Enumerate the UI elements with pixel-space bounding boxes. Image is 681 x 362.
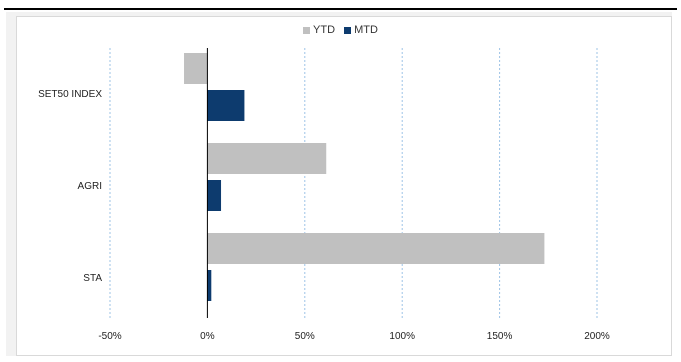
bar-mtd-agri xyxy=(207,180,222,211)
bar-mtd-sta xyxy=(207,270,212,301)
legend-label-mtd: MTD xyxy=(354,24,378,36)
bar-ytd-sta xyxy=(207,233,545,264)
category-label: AGRI xyxy=(77,181,102,192)
x-tick-label: 150% xyxy=(486,331,513,342)
x-tick-label: 50% xyxy=(294,331,315,342)
bar-mtd-set50-index xyxy=(207,90,245,121)
legend-item-mtd: MTD xyxy=(344,24,378,36)
x-tick-label: 0% xyxy=(200,331,215,342)
x-tick-label: 200% xyxy=(584,331,610,342)
chart-frame xyxy=(16,16,672,356)
x-tick-label: -50% xyxy=(98,331,122,342)
legend-swatch-mtd xyxy=(344,26,352,34)
category-label: SET50 INDEX xyxy=(38,89,102,100)
chart-legend: YTD MTD xyxy=(0,24,681,37)
category-label: STA xyxy=(83,273,102,284)
bar-ytd-agri xyxy=(207,143,327,174)
x-tick-label: 100% xyxy=(389,331,415,342)
legend-item-ytd: YTD xyxy=(303,24,335,36)
bar-ytd-set50-index xyxy=(184,53,208,84)
top-rule xyxy=(4,8,677,10)
legend-label-ytd: YTD xyxy=(313,24,336,36)
legend-swatch-ytd xyxy=(303,26,311,34)
